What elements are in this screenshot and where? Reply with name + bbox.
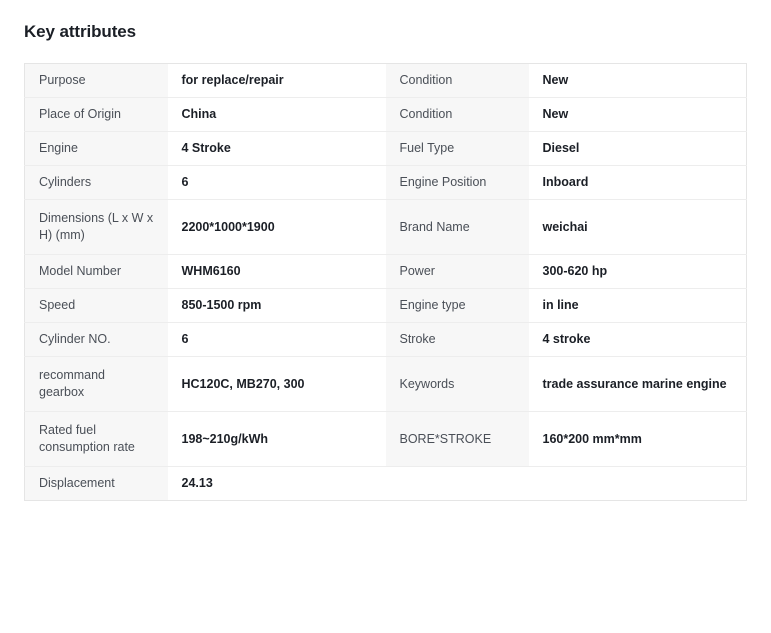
attribute-label: Stroke — [385, 322, 529, 357]
attribute-label: Dimensions (L x W x H) (mm) — [24, 199, 168, 255]
attribute-value: 300-620 hp — [528, 254, 747, 289]
attribute-label: Cylinders — [24, 165, 168, 200]
table-row: Cylinder NO. 6 Stroke 4 stroke — [24, 322, 747, 357]
attribute-label: Speed — [24, 288, 168, 323]
attribute-label: Keywords — [385, 356, 529, 412]
attribute-label: Engine — [24, 131, 168, 166]
attribute-label: Brand Name — [385, 199, 529, 255]
attribute-value: weichai — [528, 199, 747, 255]
attribute-label: BORE*STROKE — [385, 411, 529, 467]
attribute-value: 160*200 mm*mm — [528, 411, 747, 467]
attribute-value: 850-1500 rpm — [167, 288, 386, 323]
attribute-value: for replace/repair — [167, 63, 386, 98]
key-attributes-table-body: Purpose for replace/repair Condition New Pla… — [24, 63, 747, 501]
attribute-label: Place of Origin — [24, 97, 168, 132]
attribute-value: New — [528, 97, 747, 132]
attribute-value: 6 — [167, 322, 386, 357]
attribute-label: Model Number — [24, 254, 168, 289]
attribute-label: Condition — [385, 97, 529, 132]
attribute-value: China — [167, 97, 386, 132]
table-row: Dimensions (L x W x H) (mm) 2200*1000*190… — [24, 199, 747, 255]
table-cell-empty — [385, 466, 529, 501]
attribute-value: Diesel — [528, 131, 747, 166]
attribute-label: Power — [385, 254, 529, 289]
attribute-label: Fuel Type — [385, 131, 529, 166]
table-row: Model Number WHM6160 Power 300-620 hp — [24, 254, 747, 289]
attribute-label: Engine type — [385, 288, 529, 323]
table-row: Speed 850-1500 rpm Engine type in line — [24, 288, 747, 323]
key-attributes-table: Purpose for replace/repair Condition New Pla… — [24, 63, 747, 501]
page-title: Key attributes — [24, 22, 136, 41]
attribute-label: Cylinder NO. — [24, 322, 168, 357]
attribute-label: Purpose — [24, 63, 168, 98]
table-row: Engine 4 Stroke Fuel Type Diesel — [24, 131, 747, 166]
table-row: Rated fuel consumption rate 198~210g/kWh B… — [24, 411, 747, 467]
attribute-value: New — [528, 63, 747, 98]
attribute-value: WHM6160 — [167, 254, 386, 289]
table-cell-empty — [528, 466, 747, 501]
attribute-label: recommand gearbox — [24, 356, 168, 412]
attribute-value: Inboard — [528, 165, 747, 200]
attribute-value: 4 stroke — [528, 322, 747, 357]
attribute-value: 4 Stroke — [167, 131, 386, 166]
attribute-value: 2200*1000*1900 — [167, 199, 386, 255]
attribute-label: Rated fuel consumption rate — [24, 411, 168, 467]
attribute-label: Condition — [385, 63, 529, 98]
attribute-value: 6 — [167, 165, 386, 200]
attribute-label: Displacement — [24, 466, 168, 501]
table-row: Purpose for replace/repair Condition New — [24, 63, 747, 98]
attribute-value: trade assurance marine engine — [528, 356, 747, 412]
table-row: Place of Origin China Condition New — [24, 97, 747, 132]
table-row: Displacement 24.13 — [24, 466, 747, 501]
attribute-value: 198~210g/kWh — [167, 411, 386, 467]
attribute-value: in line — [528, 288, 747, 323]
table-row: recommand gearbox HC120C, MB270, 300 Keywo… — [24, 356, 747, 412]
attribute-value: 24.13 — [167, 466, 386, 501]
attribute-label: Engine Position — [385, 165, 529, 200]
attribute-value: HC120C, MB270, 300 — [167, 356, 386, 412]
table-row: Cylinders 6 Engine Position Inboard — [24, 165, 747, 200]
key-attributes-table-wrapper: Purpose for replace/repair Condition New Pla… — [24, 63, 747, 501]
